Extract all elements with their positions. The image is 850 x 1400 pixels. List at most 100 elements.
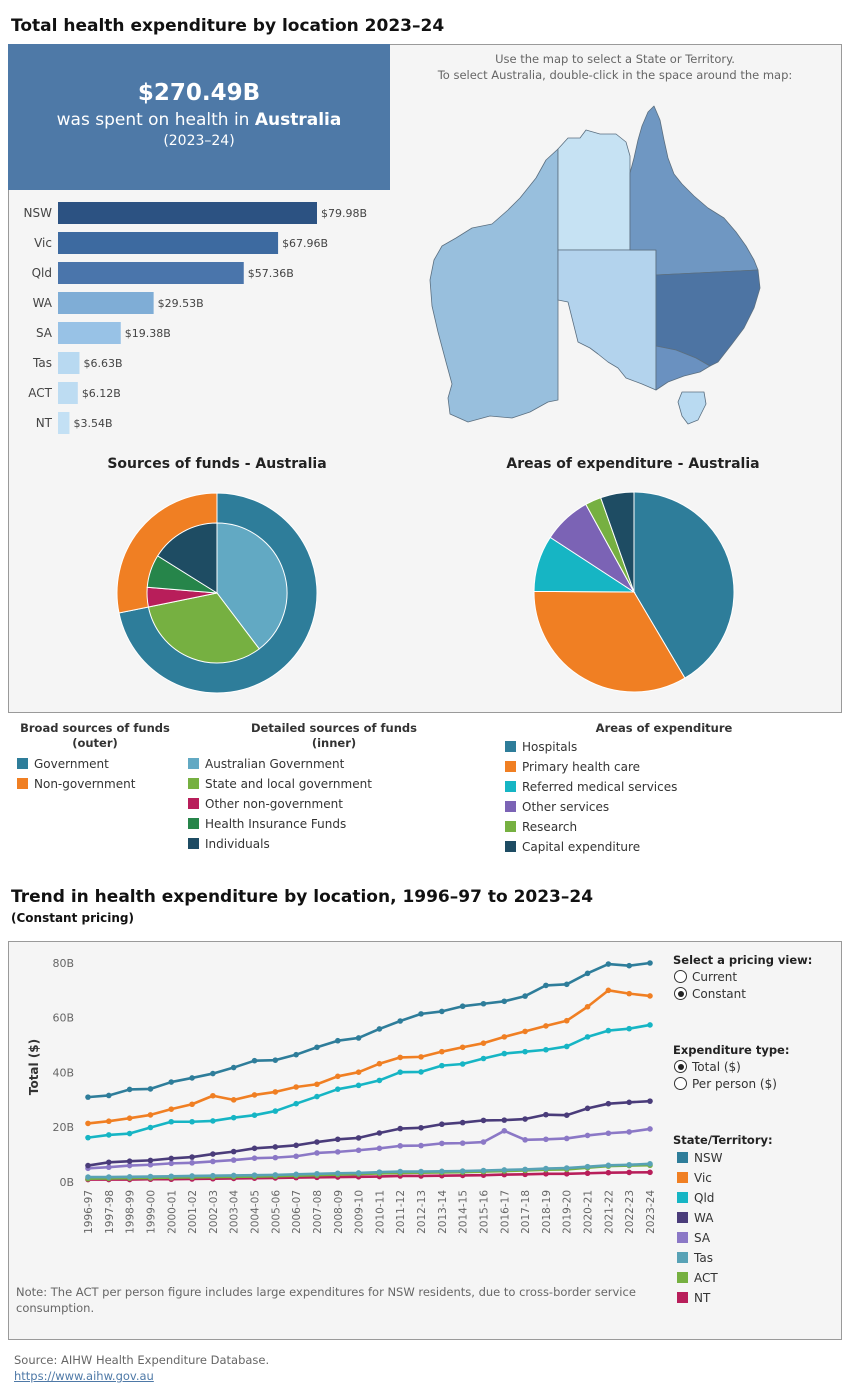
legend-areas-other-services[interactable]: Other services xyxy=(505,800,609,816)
area-slice-hospitals[interactable] xyxy=(633,491,735,679)
point-vic-4[interactable] xyxy=(168,1106,175,1112)
legend-state-qld[interactable]: Qld xyxy=(677,1191,714,1207)
point-nsw-3[interactable] xyxy=(147,1086,154,1092)
point-qld-15[interactable] xyxy=(397,1069,404,1076)
point-tas-2[interactable] xyxy=(126,1173,133,1180)
point-wa-15[interactable] xyxy=(397,1125,404,1132)
point-vic-3[interactable] xyxy=(147,1112,154,1118)
point-vic-15[interactable] xyxy=(397,1054,404,1061)
point-nsw-21[interactable] xyxy=(522,993,528,999)
point-nt-22[interactable] xyxy=(543,1170,549,1177)
point-tas-22[interactable] xyxy=(543,1165,549,1172)
point-vic-25[interactable] xyxy=(605,987,612,994)
series-line-vic[interactable] xyxy=(87,989,651,1125)
point-sa-19[interactable] xyxy=(480,1139,487,1145)
point-qld-25[interactable] xyxy=(605,1027,612,1034)
point-qld-6[interactable] xyxy=(210,1118,216,1124)
legend-areas-hospitals[interactable]: Hospitals xyxy=(505,740,577,756)
point-sa-14[interactable] xyxy=(376,1145,383,1152)
point-wa-22[interactable] xyxy=(543,1111,549,1118)
point-wa-9[interactable] xyxy=(272,1144,279,1150)
point-tas-12[interactable] xyxy=(334,1170,341,1177)
point-tas-17[interactable] xyxy=(439,1168,445,1175)
point-nsw-10[interactable] xyxy=(293,1051,299,1058)
point-nsw-14[interactable] xyxy=(376,1026,383,1032)
point-sa-24[interactable] xyxy=(584,1132,591,1139)
point-wa-11[interactable] xyxy=(314,1139,320,1145)
point-vic-6[interactable] xyxy=(210,1092,216,1099)
point-tas-18[interactable] xyxy=(459,1168,466,1174)
point-vic-9[interactable] xyxy=(272,1089,279,1095)
legend-broad-non-government[interactable]: Non-government xyxy=(17,777,135,793)
point-vic-11[interactable] xyxy=(314,1081,320,1088)
point-sa-20[interactable] xyxy=(501,1127,508,1134)
point-nsw-2[interactable] xyxy=(126,1086,133,1093)
legend-state-wa[interactable]: WA xyxy=(677,1211,713,1227)
legend-detailed-australian-government[interactable]: Australian Government xyxy=(188,757,344,773)
pricing-option-current-radio[interactable] xyxy=(674,970,687,983)
map-region-wa[interactable] xyxy=(429,148,559,423)
point-vic-18[interactable] xyxy=(459,1044,466,1051)
point-tas-5[interactable] xyxy=(189,1173,195,1179)
point-sa-25[interactable] xyxy=(605,1130,612,1137)
point-wa-21[interactable] xyxy=(522,1116,528,1122)
point-vic-1[interactable] xyxy=(106,1118,112,1125)
point-tas-11[interactable] xyxy=(314,1170,320,1177)
point-qld-11[interactable] xyxy=(314,1093,320,1100)
point-sa-22[interactable] xyxy=(543,1136,549,1143)
map-region-nt[interactable] xyxy=(557,129,631,251)
point-tas-9[interactable] xyxy=(272,1172,279,1178)
point-qld-20[interactable] xyxy=(501,1050,508,1057)
point-wa-24[interactable] xyxy=(584,1105,591,1112)
pricing-option-constant[interactable]: Constant xyxy=(674,987,746,1003)
point-nsw-18[interactable] xyxy=(459,1003,466,1010)
point-qld-27[interactable] xyxy=(647,1022,653,1028)
area-slice-capital-expenditure[interactable] xyxy=(600,491,635,593)
point-nsw-23[interactable] xyxy=(563,981,570,988)
source-link[interactable]: https://www.aihw.gov.au xyxy=(14,1369,154,1383)
point-wa-10[interactable] xyxy=(293,1142,299,1149)
legend-state-act[interactable]: ACT xyxy=(677,1271,718,1287)
point-tas-15[interactable] xyxy=(397,1168,404,1175)
map-region-tas[interactable] xyxy=(677,391,707,425)
point-nsw-17[interactable] xyxy=(439,1008,445,1015)
point-qld-13[interactable] xyxy=(355,1082,362,1089)
point-nt-24[interactable] xyxy=(584,1170,591,1177)
point-qld-5[interactable] xyxy=(189,1118,195,1125)
point-qld-10[interactable] xyxy=(293,1100,299,1107)
point-vic-23[interactable] xyxy=(563,1017,570,1024)
point-sa-15[interactable] xyxy=(397,1143,404,1149)
legend-detailed-other-non-government[interactable]: Other non-government xyxy=(188,797,343,813)
point-sa-8[interactable] xyxy=(251,1155,258,1161)
point-wa-18[interactable] xyxy=(459,1119,466,1126)
inner-slice-state-and-local-government[interactable] xyxy=(147,592,260,664)
bar-sa[interactable] xyxy=(58,322,121,344)
point-vic-12[interactable] xyxy=(334,1073,341,1080)
legend-areas-primary-health-care[interactable]: Primary health care xyxy=(505,760,640,776)
point-nt-21[interactable] xyxy=(522,1171,528,1178)
point-tas-24[interactable] xyxy=(584,1163,591,1170)
point-nt-25[interactable] xyxy=(605,1169,612,1176)
point-wa-23[interactable] xyxy=(563,1112,570,1118)
point-sa-18[interactable] xyxy=(459,1140,466,1146)
exptype-option-total-radio[interactable] xyxy=(674,1060,687,1073)
point-nsw-7[interactable] xyxy=(230,1064,237,1071)
bar-wa[interactable] xyxy=(58,292,154,314)
point-vic-16[interactable] xyxy=(418,1054,424,1060)
point-wa-13[interactable] xyxy=(355,1135,362,1141)
bar-nt[interactable] xyxy=(58,412,70,434)
point-vic-19[interactable] xyxy=(480,1040,487,1046)
series-line-wa[interactable] xyxy=(87,1099,651,1167)
inner-slice-individuals[interactable] xyxy=(156,522,218,594)
point-qld-7[interactable] xyxy=(230,1114,237,1121)
bar-qld[interactable] xyxy=(58,262,244,284)
point-wa-19[interactable] xyxy=(480,1117,487,1124)
point-wa-4[interactable] xyxy=(168,1155,175,1162)
point-qld-22[interactable] xyxy=(543,1046,549,1053)
point-vic-13[interactable] xyxy=(355,1069,362,1076)
legend-broad-government[interactable]: Government xyxy=(17,757,109,773)
point-sa-1[interactable] xyxy=(106,1164,112,1171)
point-qld-18[interactable] xyxy=(459,1061,466,1067)
point-sa-2[interactable] xyxy=(126,1162,133,1169)
exptype-option-per-person-radio[interactable] xyxy=(674,1077,687,1090)
